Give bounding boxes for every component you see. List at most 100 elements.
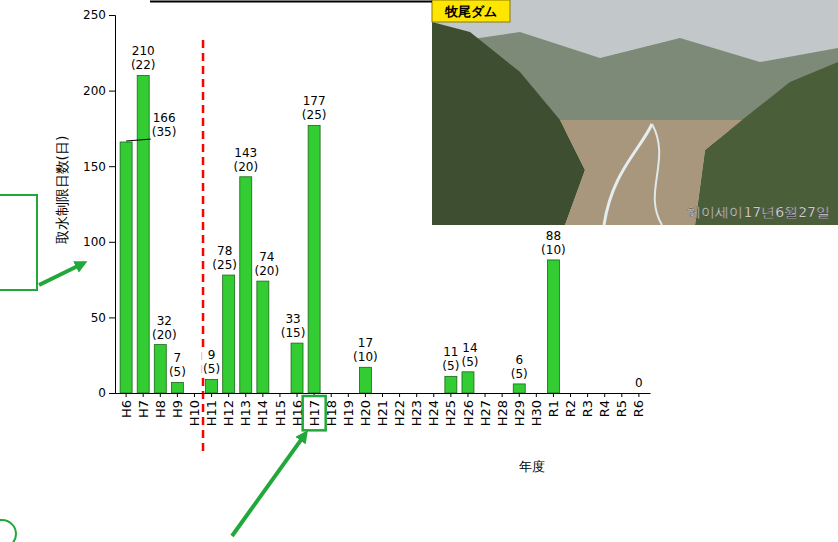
- value-label: 6: [515, 353, 523, 367]
- x-tick-mark: [126, 393, 127, 397]
- x-tick: H7: [136, 393, 151, 418]
- y-axis-line: [109, 16, 116, 394]
- label-patch: [151, 110, 178, 140]
- photo-caption: 헤이세이17년6월27일: [687, 204, 830, 220]
- x-tick-label: H28: [495, 400, 510, 426]
- x-tick-label: R2: [563, 400, 578, 417]
- x-tick: H28: [495, 393, 510, 426]
- x-tick-mark: [621, 393, 622, 397]
- y-tick-label: 250: [83, 8, 106, 22]
- y-tick-mark: [109, 91, 115, 92]
- bar: [291, 343, 303, 393]
- y-tick-label: 0: [98, 386, 106, 400]
- x-tick: R2: [563, 393, 578, 417]
- bar: [308, 125, 320, 393]
- bar: [479, 393, 491, 394]
- x-tick-label: R3: [580, 400, 595, 417]
- rate-label: (20): [233, 160, 258, 174]
- photo: [432, 0, 838, 225]
- label-patch: [441, 344, 460, 374]
- rate-label: (20): [152, 328, 177, 342]
- highlight-arrow: [232, 433, 306, 536]
- x-tick: R3: [580, 393, 595, 417]
- x-axis: H6H7H8H9H10H11H12H13H14H15H16H17H18H19H2…: [116, 393, 651, 426]
- y-tick: 200: [83, 84, 115, 98]
- bar: [171, 382, 183, 393]
- bar: [274, 393, 286, 394]
- x-tick-label: R4: [597, 400, 612, 417]
- label-patch: [301, 93, 328, 123]
- rate-label: (22): [131, 58, 156, 72]
- x-tick-label: H11: [204, 400, 219, 426]
- bar: [137, 75, 149, 393]
- y-tick-mark: [109, 166, 115, 167]
- x-tick: H30: [529, 393, 544, 426]
- value-label: 78: [217, 244, 232, 258]
- x-tick-label: H6: [119, 400, 134, 418]
- bar: [530, 393, 542, 394]
- x-tick: H10: [187, 393, 202, 426]
- x-tick: R5: [614, 393, 629, 417]
- value-label: 0: [635, 376, 643, 390]
- x-tick-mark: [382, 393, 383, 397]
- x-tick: H14: [255, 393, 270, 426]
- x-tick-mark: [502, 393, 503, 397]
- x-tick: H9: [170, 393, 185, 418]
- x-tick-mark: [553, 393, 554, 397]
- x-tick-mark: [331, 393, 332, 397]
- x-tick-mark: [348, 393, 349, 397]
- bar: [616, 393, 628, 394]
- y-tick: 0: [98, 386, 115, 400]
- bar: [496, 393, 508, 394]
- x-tick: R6: [631, 393, 646, 417]
- x-tick: H25: [443, 393, 458, 426]
- bar: [188, 393, 200, 394]
- y-tick-label: 150: [83, 160, 106, 174]
- x-tick-mark: [160, 393, 161, 397]
- bar: [359, 367, 371, 393]
- rate-label: (5): [203, 362, 220, 376]
- x-tick-mark: [467, 393, 468, 397]
- data-label: 6(5): [510, 352, 529, 382]
- data-label: 78(25): [211, 243, 238, 273]
- rate-label: (10): [353, 350, 378, 364]
- bar: [394, 393, 406, 394]
- x-tick-mark: [570, 393, 571, 397]
- photo-river: [604, 124, 652, 225]
- value-label: 210: [132, 44, 155, 58]
- x-tick: H11: [204, 393, 219, 426]
- x-tick-label: R6: [631, 400, 646, 417]
- photo-hill-right: [695, 62, 838, 225]
- y-tick: 150: [83, 160, 115, 174]
- rate-label: (5): [169, 365, 186, 379]
- y-tick-label: 200: [83, 84, 106, 98]
- bar: [120, 142, 132, 393]
- x-tick-label: R5: [614, 400, 629, 417]
- chart-svg: 牧尾ダム헤이세이17년6월27일050100150200250H6H7H8H9H…: [0, 0, 838, 542]
- label-patch: [510, 352, 529, 382]
- photo-sky: [432, 0, 838, 225]
- bar: [428, 393, 440, 394]
- bar: [565, 393, 577, 394]
- data-label: 74(20): [254, 249, 281, 279]
- data-label: 177(25): [301, 93, 328, 123]
- x-tick-label: H30: [529, 400, 544, 426]
- x-tick-label: H7: [136, 400, 151, 418]
- x-tick: H24: [426, 393, 441, 426]
- x-tick-mark: [245, 393, 246, 397]
- data-label: 14(5): [460, 340, 479, 370]
- x-tick-label: H24: [426, 400, 441, 426]
- data-label: 9(5): [202, 347, 221, 377]
- divider-line: [202, 40, 205, 451]
- x-tick: H21: [375, 393, 390, 426]
- x-tick-mark: [399, 393, 400, 397]
- x-tick-label: H20: [358, 400, 373, 426]
- label-patch: [352, 335, 379, 365]
- y-axis-title: 取水制限日数(日): [54, 136, 70, 245]
- x-tick-label: H29: [512, 400, 527, 426]
- callout-arrow: [39, 263, 84, 285]
- leader-line: [126, 139, 152, 141]
- data-label: 0: [634, 375, 644, 391]
- bar: [547, 260, 559, 393]
- bar: [257, 281, 269, 393]
